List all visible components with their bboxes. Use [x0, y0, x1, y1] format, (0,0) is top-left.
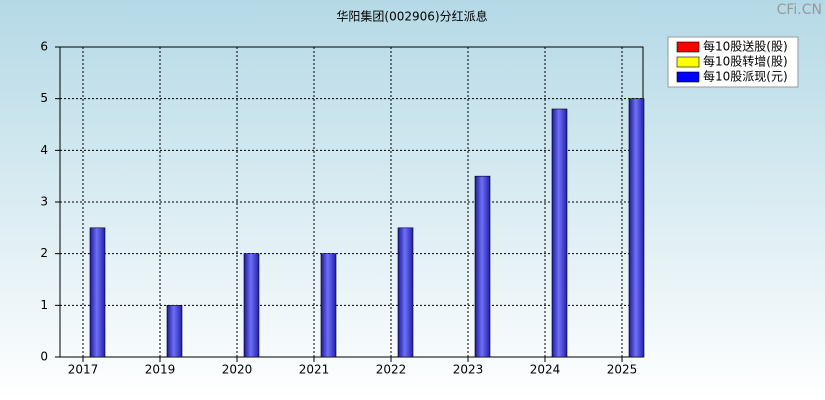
y-tick-label: 2 [40, 246, 48, 260]
y-tick-label: 1 [40, 298, 48, 312]
y-tick-label: 0 [40, 350, 48, 364]
legend-label: 每10股派现(元) [703, 69, 788, 84]
y-tick-label: 6 [40, 40, 48, 54]
bar [397, 227, 414, 358]
watermark: CFi.CN [777, 2, 822, 18]
y-tick-label: 5 [40, 91, 48, 105]
bar [474, 175, 491, 358]
legend-swatch [676, 71, 700, 83]
y-tick-label: 4 [40, 143, 48, 157]
chart-title: 华阳集团(002906)分红派息 [336, 9, 487, 24]
x-tick-label: 2017 [68, 363, 99, 377]
bar [551, 108, 568, 358]
legend-swatch [676, 56, 700, 68]
bar [166, 305, 183, 358]
x-tick-label: 2023 [453, 363, 484, 377]
bar [320, 253, 337, 358]
x-tick-label: 2019 [145, 363, 176, 377]
x-tick-label: 2021 [299, 363, 330, 377]
legend-swatch [676, 41, 700, 53]
x-tick-label: 2025 [607, 363, 638, 377]
legend-label: 每10股转增(股) [703, 54, 788, 69]
legend-label: 每10股送股(股) [703, 39, 788, 54]
bar [89, 227, 106, 358]
bar [243, 253, 260, 358]
bar [628, 98, 645, 358]
x-tick-label: 2020 [222, 363, 253, 377]
y-tick-label: 3 [40, 195, 48, 209]
x-tick-label: 2024 [530, 363, 561, 377]
x-tick-label: 2022 [376, 363, 407, 377]
